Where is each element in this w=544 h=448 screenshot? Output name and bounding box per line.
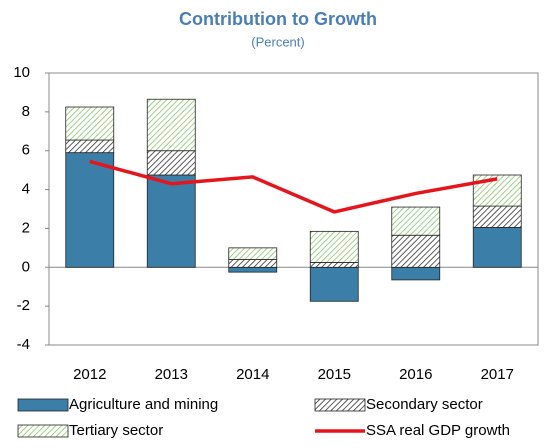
- bar: [309, 262, 359, 268]
- y-tick-label: 0: [22, 258, 30, 275]
- bar: [228, 266, 278, 273]
- bar: [391, 234, 441, 268]
- bar: [65, 152, 115, 268]
- x-tick-label: 2016: [399, 366, 432, 383]
- legend-swatch: [17, 424, 69, 438]
- legend-label: SSA real GDP growth: [366, 422, 510, 439]
- y-tick-label: 10: [13, 64, 30, 81]
- x-tick-label: 2014: [236, 366, 269, 383]
- bar: [65, 106, 115, 141]
- bar: [65, 139, 115, 154]
- legend-label: Secondary sector: [366, 396, 483, 413]
- legend-label: Tertiary sector: [69, 422, 163, 439]
- y-tick-label: 4: [22, 181, 30, 198]
- bar: [228, 247, 278, 260]
- legend-swatch: [17, 398, 69, 412]
- bar: [309, 266, 359, 302]
- x-tick-label: 2017: [481, 366, 514, 383]
- plot-frame: [48, 72, 539, 346]
- legend-label: Agriculture and mining: [69, 396, 218, 413]
- x-tick-label: 2012: [73, 366, 106, 383]
- chart-title: Contribution to Growth: [179, 9, 377, 29]
- y-tick-label: 6: [22, 142, 30, 159]
- y-tick-label: -4: [17, 336, 30, 353]
- bar: [146, 150, 196, 176]
- bar: [146, 174, 196, 268]
- bar: [472, 205, 522, 228]
- bar: [391, 266, 441, 281]
- x-tick-label: 2013: [155, 366, 188, 383]
- y-tick-label: 8: [22, 103, 30, 120]
- chart-subtitle: (Percent): [251, 34, 304, 49]
- y-tick-label: 2: [22, 219, 30, 236]
- bar: [228, 259, 278, 268]
- bar: [391, 206, 441, 236]
- line: [89, 159, 498, 214]
- y-tick-label: -2: [17, 297, 30, 314]
- bar: [309, 230, 359, 263]
- legend-swatch: [314, 398, 366, 412]
- bar: [146, 98, 196, 152]
- bar: [472, 227, 522, 268]
- x-tick-label: 2015: [318, 366, 351, 383]
